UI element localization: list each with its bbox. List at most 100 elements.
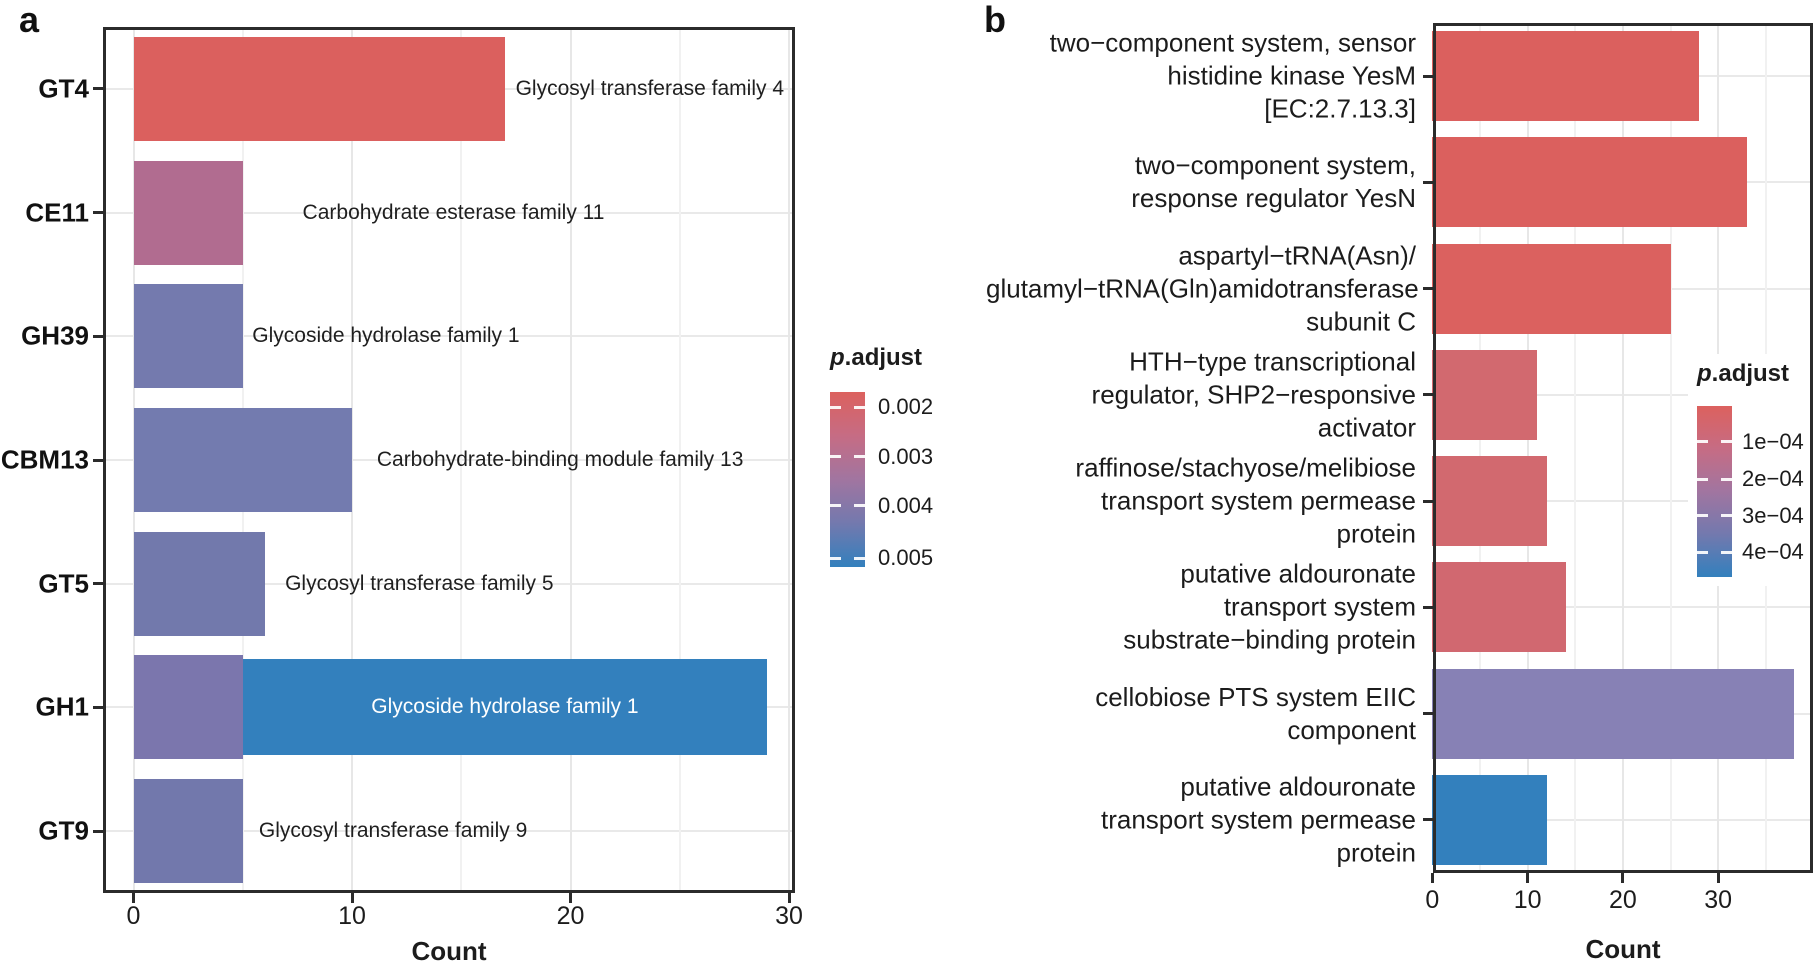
x-axis-tick bbox=[132, 893, 135, 903]
x-axis-tick bbox=[569, 893, 572, 903]
bar-annotation: Carbohydrate-binding module family 13 bbox=[376, 448, 744, 471]
legend-tick-dash bbox=[830, 405, 841, 409]
y-axis-label: HTH−type transcriptional regulator, SHP2−… bbox=[1091, 346, 1416, 443]
y-axis-label: GH1 bbox=[35, 691, 89, 722]
legend-tick-label: 0.005 bbox=[878, 545, 934, 571]
y-axis-tick bbox=[93, 87, 103, 91]
x-axis-tick bbox=[350, 893, 354, 903]
bar bbox=[133, 36, 505, 141]
x-tick-label: 0 bbox=[126, 902, 141, 930]
grid-line-horizontal bbox=[103, 459, 795, 461]
grid-line-horizontal bbox=[103, 830, 795, 833]
x-tick-label: 30 bbox=[1704, 886, 1733, 914]
y-axis-label: raffinose/stachyose/melibiose transport s… bbox=[1075, 452, 1416, 549]
panel-b-letter: b bbox=[984, 0, 1006, 40]
y-axis-label: CBM13 bbox=[0, 444, 89, 475]
bar bbox=[1432, 137, 1747, 228]
bar bbox=[133, 531, 265, 636]
grid-line-vertical bbox=[351, 27, 353, 893]
y-axis-tick bbox=[1423, 499, 1433, 503]
bar-annotation: Glycosyl transferase family 5 bbox=[285, 571, 554, 595]
bar bbox=[1432, 31, 1700, 122]
bar-annotation: Glycosyl transferase family 9 bbox=[258, 819, 528, 843]
x-axis-tick bbox=[1430, 873, 1434, 883]
grid-line-vertical bbox=[569, 27, 572, 893]
legend-gradient bbox=[1697, 406, 1732, 577]
y-axis-tick bbox=[93, 705, 103, 709]
legend-tick-label: 0.002 bbox=[878, 394, 934, 420]
bar-annotation: Glycoside hydrolase family 1 bbox=[252, 324, 520, 348]
y-axis-tick bbox=[93, 458, 103, 462]
bar bbox=[1432, 349, 1538, 440]
grid-line-horizontal bbox=[103, 582, 795, 585]
y-axis-tick bbox=[1423, 393, 1433, 397]
grid-line-horizontal bbox=[103, 335, 795, 338]
bar bbox=[133, 408, 352, 512]
y-axis-label: GT9 bbox=[38, 815, 89, 846]
grid-line-vertical bbox=[1621, 23, 1624, 873]
bar-overlay-segment bbox=[133, 655, 243, 760]
y-axis-label: putative aldouronate transport system per… bbox=[1100, 771, 1416, 868]
y-axis-tick bbox=[93, 211, 103, 215]
y-axis-tick bbox=[1423, 74, 1433, 78]
y-axis-label: two−component system, sensor histidine ki… bbox=[1049, 27, 1416, 124]
bar bbox=[133, 284, 243, 389]
grid-line-horizontal bbox=[103, 211, 795, 214]
legend-tick-dash bbox=[830, 556, 841, 560]
bar bbox=[1432, 668, 1795, 759]
x-axis-tick bbox=[1716, 873, 1720, 883]
x-axis-tick bbox=[787, 893, 791, 903]
bar bbox=[1432, 774, 1547, 865]
y-axis-tick bbox=[1423, 818, 1433, 822]
x-tick-label: 30 bbox=[775, 902, 803, 930]
legend-tick-dash bbox=[1721, 440, 1732, 444]
y-axis-label: CE11 bbox=[25, 197, 89, 228]
legend-tick-label: 0.004 bbox=[878, 492, 934, 518]
x-axis-tick bbox=[1621, 873, 1625, 883]
y-axis-label: cellobiose PTS system EIIC component bbox=[1095, 681, 1416, 745]
legend-tick-label: 4e−04 bbox=[1742, 539, 1804, 565]
bar-annotation: Glycosyl transferase family 4 bbox=[515, 76, 785, 100]
legend-gradient bbox=[830, 392, 865, 567]
panel-a-letter: a bbox=[19, 0, 40, 40]
legend-tick-dash bbox=[1697, 550, 1708, 554]
y-axis-label: aspartyl−tRNA(Asn)/glutamyl−tRNA(Gln)ami… bbox=[986, 240, 1419, 337]
y-axis-tick bbox=[1423, 180, 1433, 184]
x-tick-label: 20 bbox=[556, 902, 585, 930]
x-tick-label: 0 bbox=[1425, 886, 1440, 914]
bar bbox=[1432, 562, 1566, 653]
x-tick-label: 10 bbox=[338, 902, 366, 930]
x-axis-tick bbox=[1526, 873, 1530, 883]
legend-tick-label: 3e−04 bbox=[1742, 502, 1804, 528]
legend-tick-dash bbox=[830, 504, 841, 508]
legend-tick-dash bbox=[854, 556, 865, 560]
legend-tick-label: 1e−04 bbox=[1742, 428, 1804, 454]
x-axis-title: Count bbox=[1585, 934, 1661, 964]
x-tick-label: 20 bbox=[1608, 886, 1637, 914]
legend-tick-dash bbox=[830, 455, 841, 459]
y-axis-label: GH39 bbox=[21, 320, 89, 351]
legend-tick-dash bbox=[1721, 550, 1732, 554]
bar bbox=[1432, 456, 1547, 547]
grid-line-vertical bbox=[1526, 23, 1529, 873]
y-axis-tick bbox=[93, 582, 103, 586]
y-axis-tick bbox=[93, 334, 103, 338]
y-axis-label: GT4 bbox=[38, 73, 89, 104]
grid-line-vertical-minor bbox=[1478, 23, 1481, 873]
y-axis-tick bbox=[1423, 605, 1433, 609]
legend-title: p.adjust bbox=[1697, 360, 1790, 387]
bar-annotation: Glycoside hydrolase family 1 bbox=[371, 695, 639, 719]
grid-line-vertical-minor bbox=[460, 27, 463, 893]
y-axis-label: putative aldouronate transport system subs… bbox=[1123, 558, 1416, 655]
legend-tick-label: 0.003 bbox=[878, 443, 934, 469]
legend-tick-dash bbox=[854, 504, 865, 508]
bar bbox=[1432, 243, 1671, 334]
legend-tick-dash bbox=[1721, 514, 1732, 518]
x-axis-title: Count bbox=[411, 936, 487, 966]
legend-tick-dash bbox=[854, 455, 865, 459]
y-axis-tick bbox=[93, 829, 103, 833]
legend-tick-dash bbox=[1697, 514, 1708, 518]
legend-tick-dash bbox=[1721, 477, 1732, 481]
